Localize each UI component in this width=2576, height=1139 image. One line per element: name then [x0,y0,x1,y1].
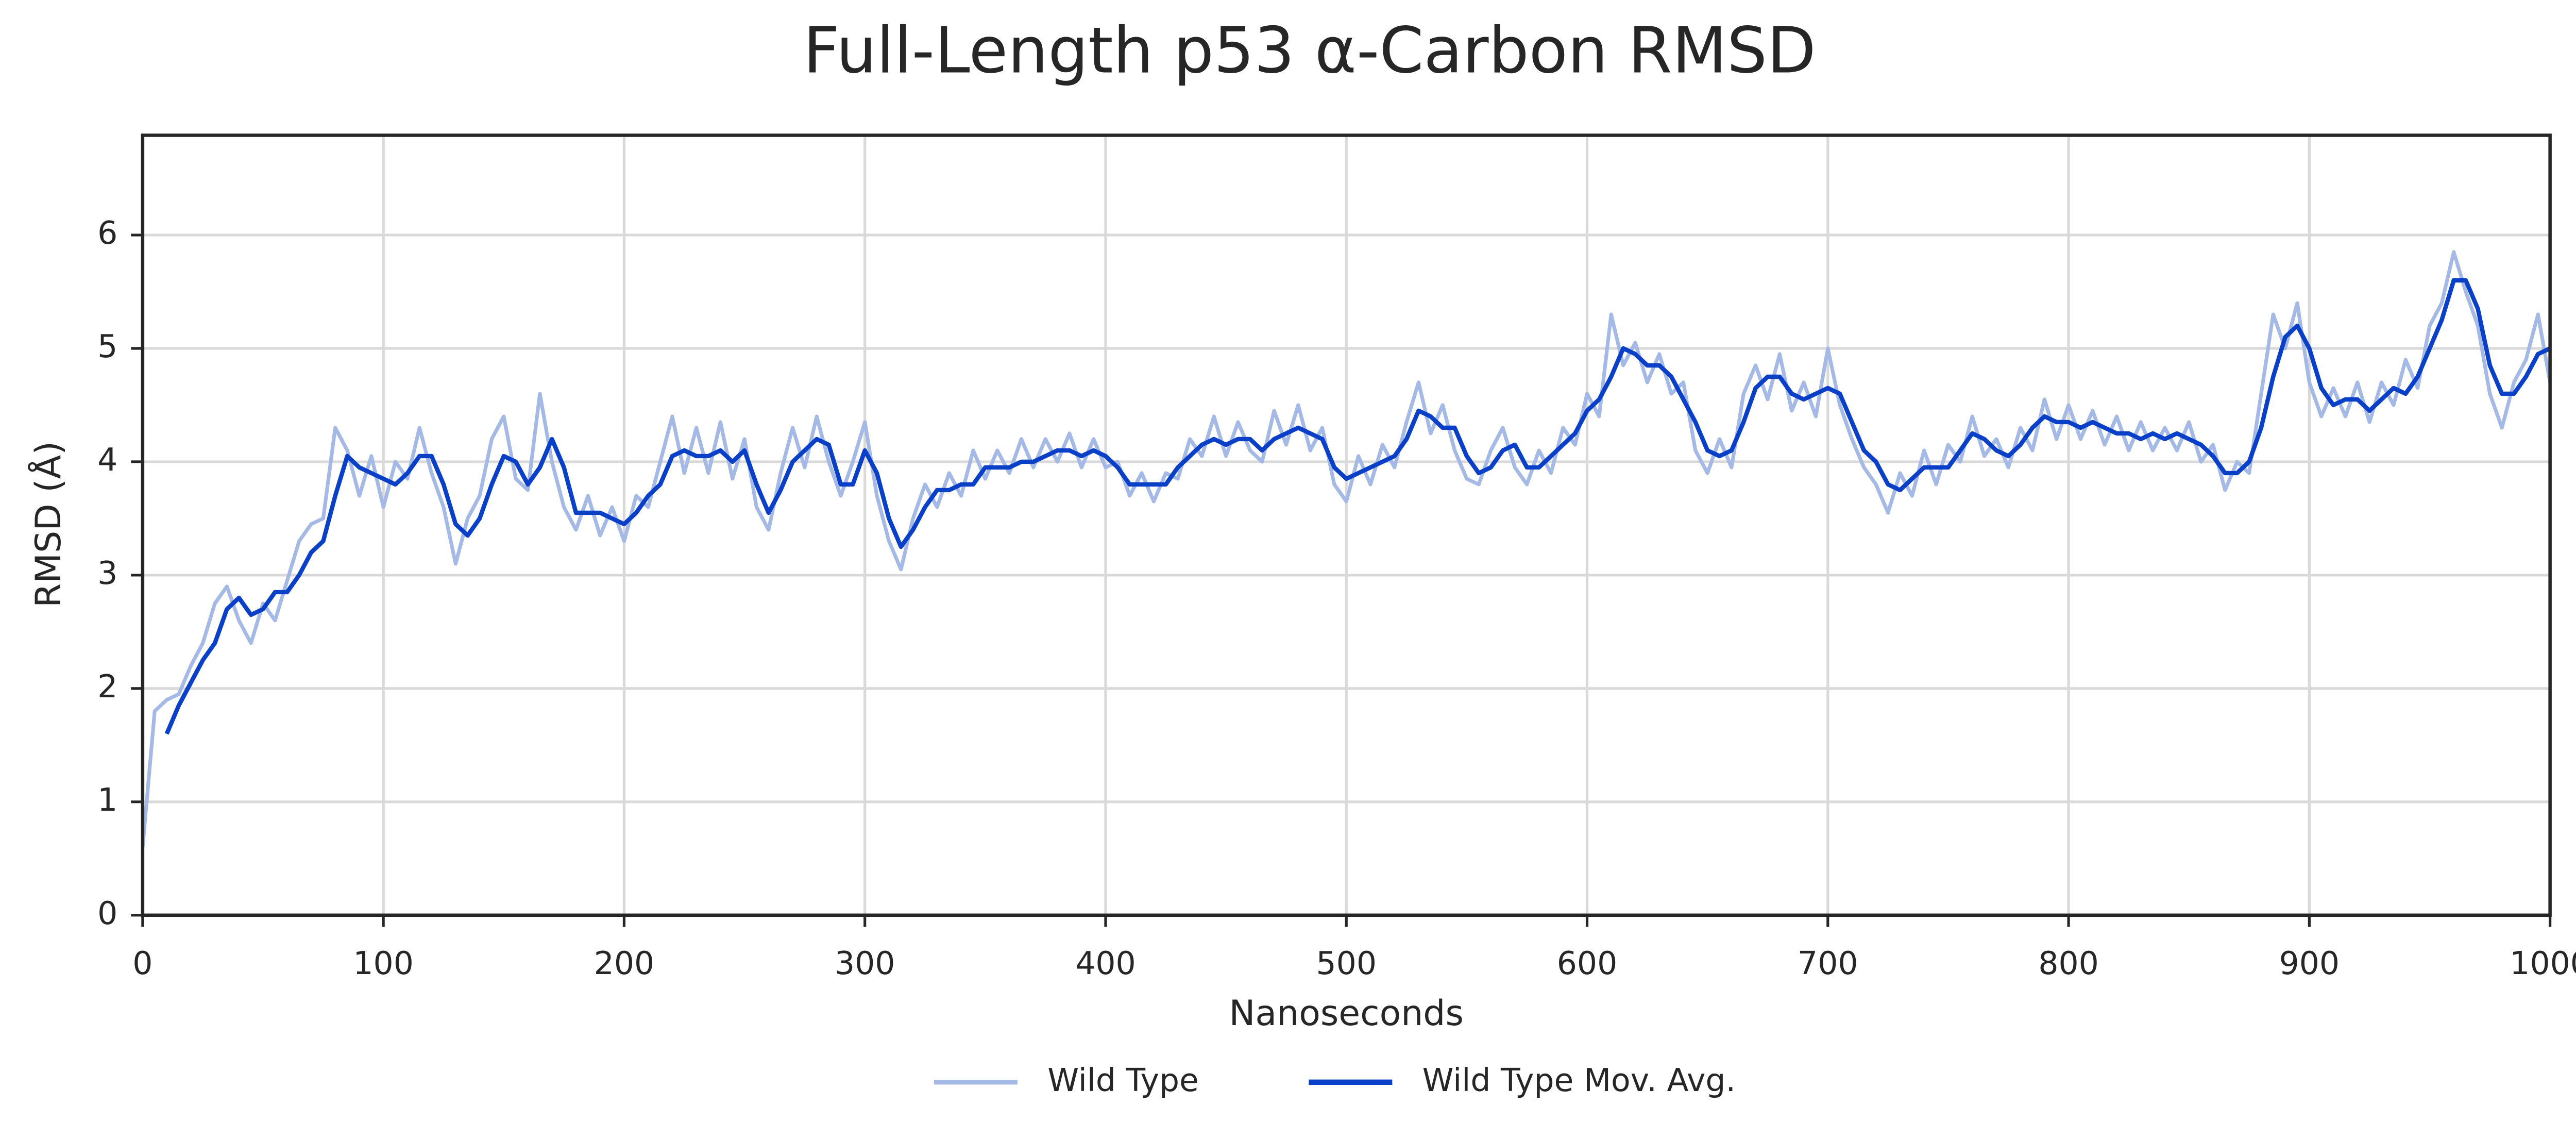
y-tick-label: 5 [97,328,117,365]
x-tick-label: 500 [1316,945,1377,982]
series-line [142,250,2550,848]
legend-label: Wild Type Mov. Avg. [1422,1062,1736,1099]
x-tick-label: 700 [1798,945,1858,982]
chart-title: Full-Length p53 α-Carbon RMSD [803,14,1816,88]
legend: Wild Type Wild Type Mov. Avg. [934,1062,1736,1099]
x-tick-label: 0 [132,945,152,982]
y-tick-label: 6 [97,214,117,252]
y-tick-label: 2 [97,668,117,705]
y-tick-label: 4 [97,441,117,478]
y-tick-label: 3 [97,555,117,592]
x-axis-label: Nanoseconds [1229,993,1464,1034]
y-tick-label: 1 [97,781,117,818]
x-tick-label: 900 [2279,945,2340,982]
plot-area [142,250,2550,848]
series-line [164,278,2550,735]
x-tick-label: 600 [1557,945,1617,982]
y-axis-label: RMSD (Å) [27,441,69,608]
x-tick-label: 300 [835,945,895,982]
x-tick-label: 200 [594,945,654,982]
x-tick-label: 100 [353,945,413,982]
x-tick-label: 800 [2038,945,2098,982]
y-tick-label: 0 [97,895,117,932]
legend-label: Wild Type [1047,1062,1199,1099]
x-tick-label: 400 [1075,945,1136,982]
